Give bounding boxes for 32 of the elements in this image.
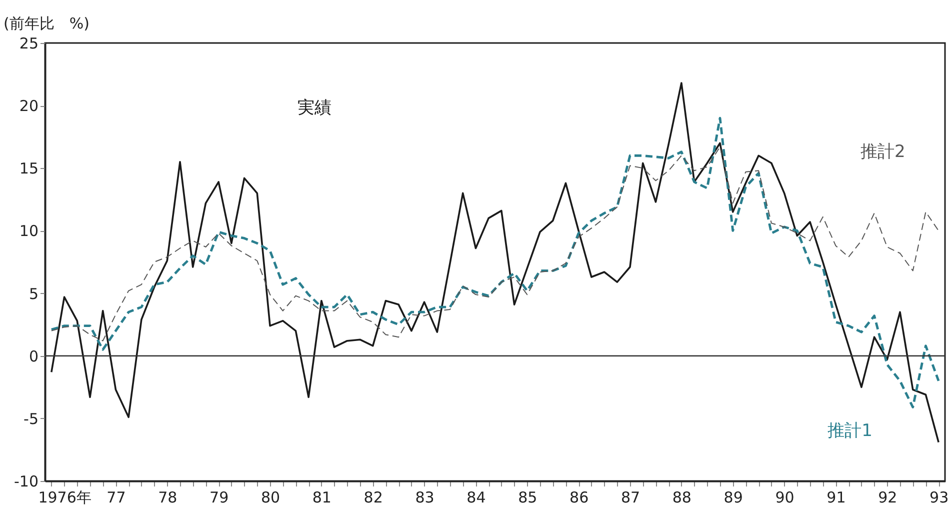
x-tick-label: 80 [260,488,280,506]
text: 実績 [297,98,332,118]
text: 推計2 [860,142,906,162]
x-tick-label: 91 [826,488,846,506]
x-tick-label: 1976年 [38,488,92,506]
x-tick-label: 82 [364,488,383,506]
x-tick-label: 81 [312,488,332,506]
x-tick-label: 78 [158,488,178,506]
x-tick-label: 84 [466,488,486,506]
y-tick-label: -10 [14,472,38,490]
x-tick-label: 77 [106,488,126,506]
line-series [50,116,940,408]
y-tick-label: 25 [19,34,38,52]
y-tick-label: 10 [19,222,38,240]
y-tick-label: -5 [24,410,38,428]
y-tick-label: 15 [19,160,38,178]
x-tick-label: 85 [518,488,538,506]
x-tick-label: 92 [878,488,898,506]
x-tick-label: 90 [775,488,794,506]
y-tick-label: 0 [28,347,38,366]
y-tick-label: 5 [28,284,38,303]
x-tick-label: 93 [930,488,949,506]
x-tick-label: 87 [620,488,640,506]
y-axis-title: (前年比 %) [4,14,90,32]
x-tick-label: 83 [415,488,434,506]
x-tick-label: 88 [672,488,692,506]
y-tick-label: 20 [19,97,38,116]
x-tick-label: 79 [210,488,229,506]
x-tick-label: 86 [570,488,589,506]
line-series [50,82,940,444]
text: 推計1 [828,420,872,441]
x-tick-label: 89 [724,488,743,506]
